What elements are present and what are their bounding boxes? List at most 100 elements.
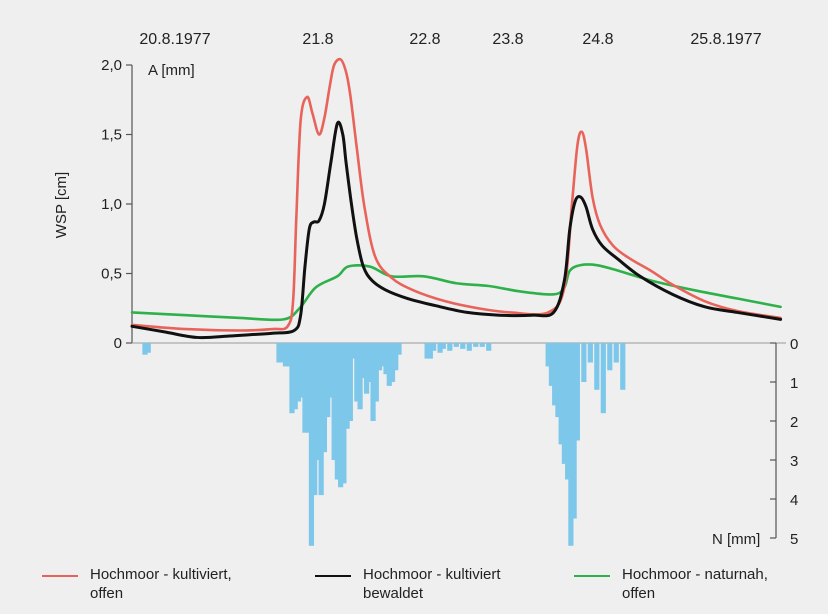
legend-item-kultiviert-offen: Hochmoor - kultiviert, offen bbox=[42, 565, 260, 603]
series-lines bbox=[130, 57, 783, 340]
precipitation-bar bbox=[295, 343, 302, 402]
precipitation-bars bbox=[142, 343, 626, 546]
precipitation-bar bbox=[574, 343, 580, 441]
precipitation-bar bbox=[357, 343, 363, 410]
precipitation-bar bbox=[594, 343, 600, 390]
precipitation-bar bbox=[383, 343, 389, 375]
precipitation-bar bbox=[318, 343, 324, 496]
precipitation-bar bbox=[473, 343, 479, 347]
precipitation-bar bbox=[308, 343, 315, 546]
precipitation-axis-label: N [mm] bbox=[712, 531, 760, 548]
precipitation-bar bbox=[568, 343, 574, 546]
precipitation-bar bbox=[447, 343, 453, 351]
precipitation-bar bbox=[367, 343, 373, 382]
y-axis-label: WSP [cm] bbox=[53, 172, 70, 238]
precipitation-bar bbox=[286, 343, 292, 367]
precipitation-bar bbox=[331, 343, 337, 460]
precipitation-bar bbox=[558, 343, 564, 445]
precipitation-bar bbox=[302, 343, 308, 433]
precipitation-bar bbox=[600, 343, 606, 414]
water-level-axis: 0 0,5 1,0 1,5 2,0 bbox=[101, 57, 786, 352]
precipitation-bar bbox=[360, 343, 366, 379]
precip-tick-label: 2 bbox=[790, 414, 798, 431]
y-tick-label: 1,5 bbox=[101, 127, 122, 144]
precipitation-bar bbox=[620, 343, 626, 390]
precipitation-bar bbox=[347, 343, 353, 421]
precipitation-bar bbox=[363, 343, 370, 394]
precipitation-bar bbox=[607, 343, 613, 371]
precipitation-bar bbox=[453, 343, 459, 347]
unit-label: A [mm] bbox=[148, 62, 195, 79]
precipitation-bar bbox=[581, 343, 587, 382]
date-labels: 20.8.1977 21.8 22.8 23.8 24.8 25.8.1977 bbox=[139, 31, 761, 48]
precipitation-bar bbox=[282, 343, 289, 367]
precipitation-bar bbox=[292, 343, 298, 410]
precipitation-bar bbox=[386, 343, 392, 386]
legend-label-line2: offen bbox=[622, 585, 656, 602]
precip-tick-label: 5 bbox=[790, 531, 798, 548]
precipitation-bar bbox=[440, 343, 446, 349]
date-label: 20.8.1977 bbox=[139, 31, 210, 48]
precipitation-bar bbox=[396, 343, 402, 355]
date-label: 23.8 bbox=[492, 31, 523, 48]
y-tick-label: 0,5 bbox=[101, 266, 122, 283]
precipitation-bar bbox=[545, 343, 551, 367]
precipitation-bar bbox=[328, 343, 334, 398]
precipitation-bar bbox=[587, 343, 593, 363]
precipitation-bar bbox=[305, 343, 311, 433]
precipitation-bar bbox=[344, 343, 350, 429]
precipitation-bar bbox=[370, 343, 376, 421]
precipitation-bar bbox=[373, 343, 379, 402]
precipitation-bar bbox=[376, 343, 383, 371]
y-tick-label: 0 bbox=[114, 335, 122, 352]
precipitation-bar bbox=[338, 343, 344, 488]
precipitation-bar bbox=[613, 343, 619, 363]
precipitation-bar bbox=[561, 343, 567, 464]
y-tick-label: 2,0 bbox=[101, 57, 122, 74]
precipitation-bar bbox=[380, 343, 386, 367]
precip-tick-label: 0 bbox=[790, 336, 798, 353]
precipitation-bar bbox=[299, 343, 305, 398]
precipitation-bar bbox=[315, 343, 321, 460]
legend-label-line2: offen bbox=[90, 585, 124, 602]
series-line-hochmoor-naturnah-offen bbox=[130, 263, 782, 322]
precipitation-bar bbox=[479, 343, 485, 347]
precipitation-bar bbox=[289, 343, 295, 414]
precipitation-bar bbox=[486, 343, 492, 351]
legend-swatch-red bbox=[42, 575, 78, 577]
legend-item-kultiviert-bewaldet: Hochmoor - kultiviert bewaldet bbox=[315, 565, 533, 603]
precipitation-bar bbox=[389, 343, 396, 382]
legend-swatch-green bbox=[574, 575, 610, 577]
legend-label-line1: Hochmoor - kultiviert bbox=[363, 566, 501, 583]
precipitation-bar bbox=[548, 343, 555, 386]
date-label: 22.8 bbox=[409, 31, 440, 48]
precipitation-bar bbox=[142, 343, 148, 355]
precipitation-bar bbox=[466, 343, 472, 351]
precip-tick-label: 3 bbox=[790, 453, 798, 470]
date-label: 25.8.1977 bbox=[690, 31, 761, 48]
series-line-hochmoor-kultiviert-bewaldet bbox=[130, 120, 783, 340]
precipitation-bar bbox=[341, 343, 347, 484]
date-label: 21.8 bbox=[302, 31, 333, 48]
legend: Hochmoor - kultiviert, offen Hochmoor - … bbox=[0, 565, 828, 614]
precipitation-bar bbox=[571, 343, 577, 519]
precip-tick-label: 4 bbox=[790, 492, 798, 509]
precipitation-bar bbox=[354, 343, 360, 402]
legend-swatch-black bbox=[315, 575, 351, 577]
precipitation-bar bbox=[145, 343, 151, 353]
y-tick-label: 1,0 bbox=[101, 196, 122, 213]
precipitation-bar bbox=[276, 343, 282, 363]
precipitation-bar bbox=[555, 343, 561, 418]
precipitation-bar bbox=[424, 343, 430, 359]
precipitation-bar bbox=[460, 343, 466, 349]
legend-label-line2: bewaldet bbox=[363, 585, 424, 602]
precipitation-bar bbox=[321, 343, 328, 453]
precipitation-bar bbox=[334, 343, 340, 480]
precipitation-bar bbox=[393, 343, 399, 371]
hydrograph-chart: 20.8.1977 21.8 22.8 23.8 24.8 25.8.1977 0 0,5 1… bbox=[53, 31, 798, 548]
precipitation-bar bbox=[430, 343, 437, 351]
date-label: 24.8 bbox=[582, 31, 613, 48]
precip-tick-label: 1 bbox=[790, 375, 798, 392]
precipitation-bar bbox=[427, 343, 433, 359]
precipitation-bar bbox=[437, 343, 443, 353]
